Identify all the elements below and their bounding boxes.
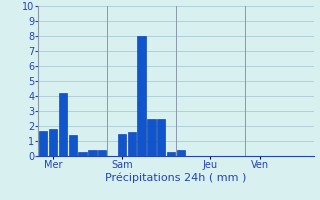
Bar xyxy=(157,118,165,156)
Bar xyxy=(59,93,67,156)
Bar xyxy=(98,150,107,156)
Bar xyxy=(118,134,126,156)
Bar xyxy=(128,132,136,156)
Bar xyxy=(177,150,185,156)
Bar xyxy=(88,150,97,156)
Bar xyxy=(137,36,146,156)
Bar xyxy=(78,152,87,156)
Bar xyxy=(167,152,175,156)
Bar xyxy=(49,129,57,156)
Bar xyxy=(147,118,156,156)
X-axis label: Précipitations 24h ( mm ): Précipitations 24h ( mm ) xyxy=(105,173,247,183)
Bar xyxy=(68,135,77,156)
Bar xyxy=(39,130,47,156)
